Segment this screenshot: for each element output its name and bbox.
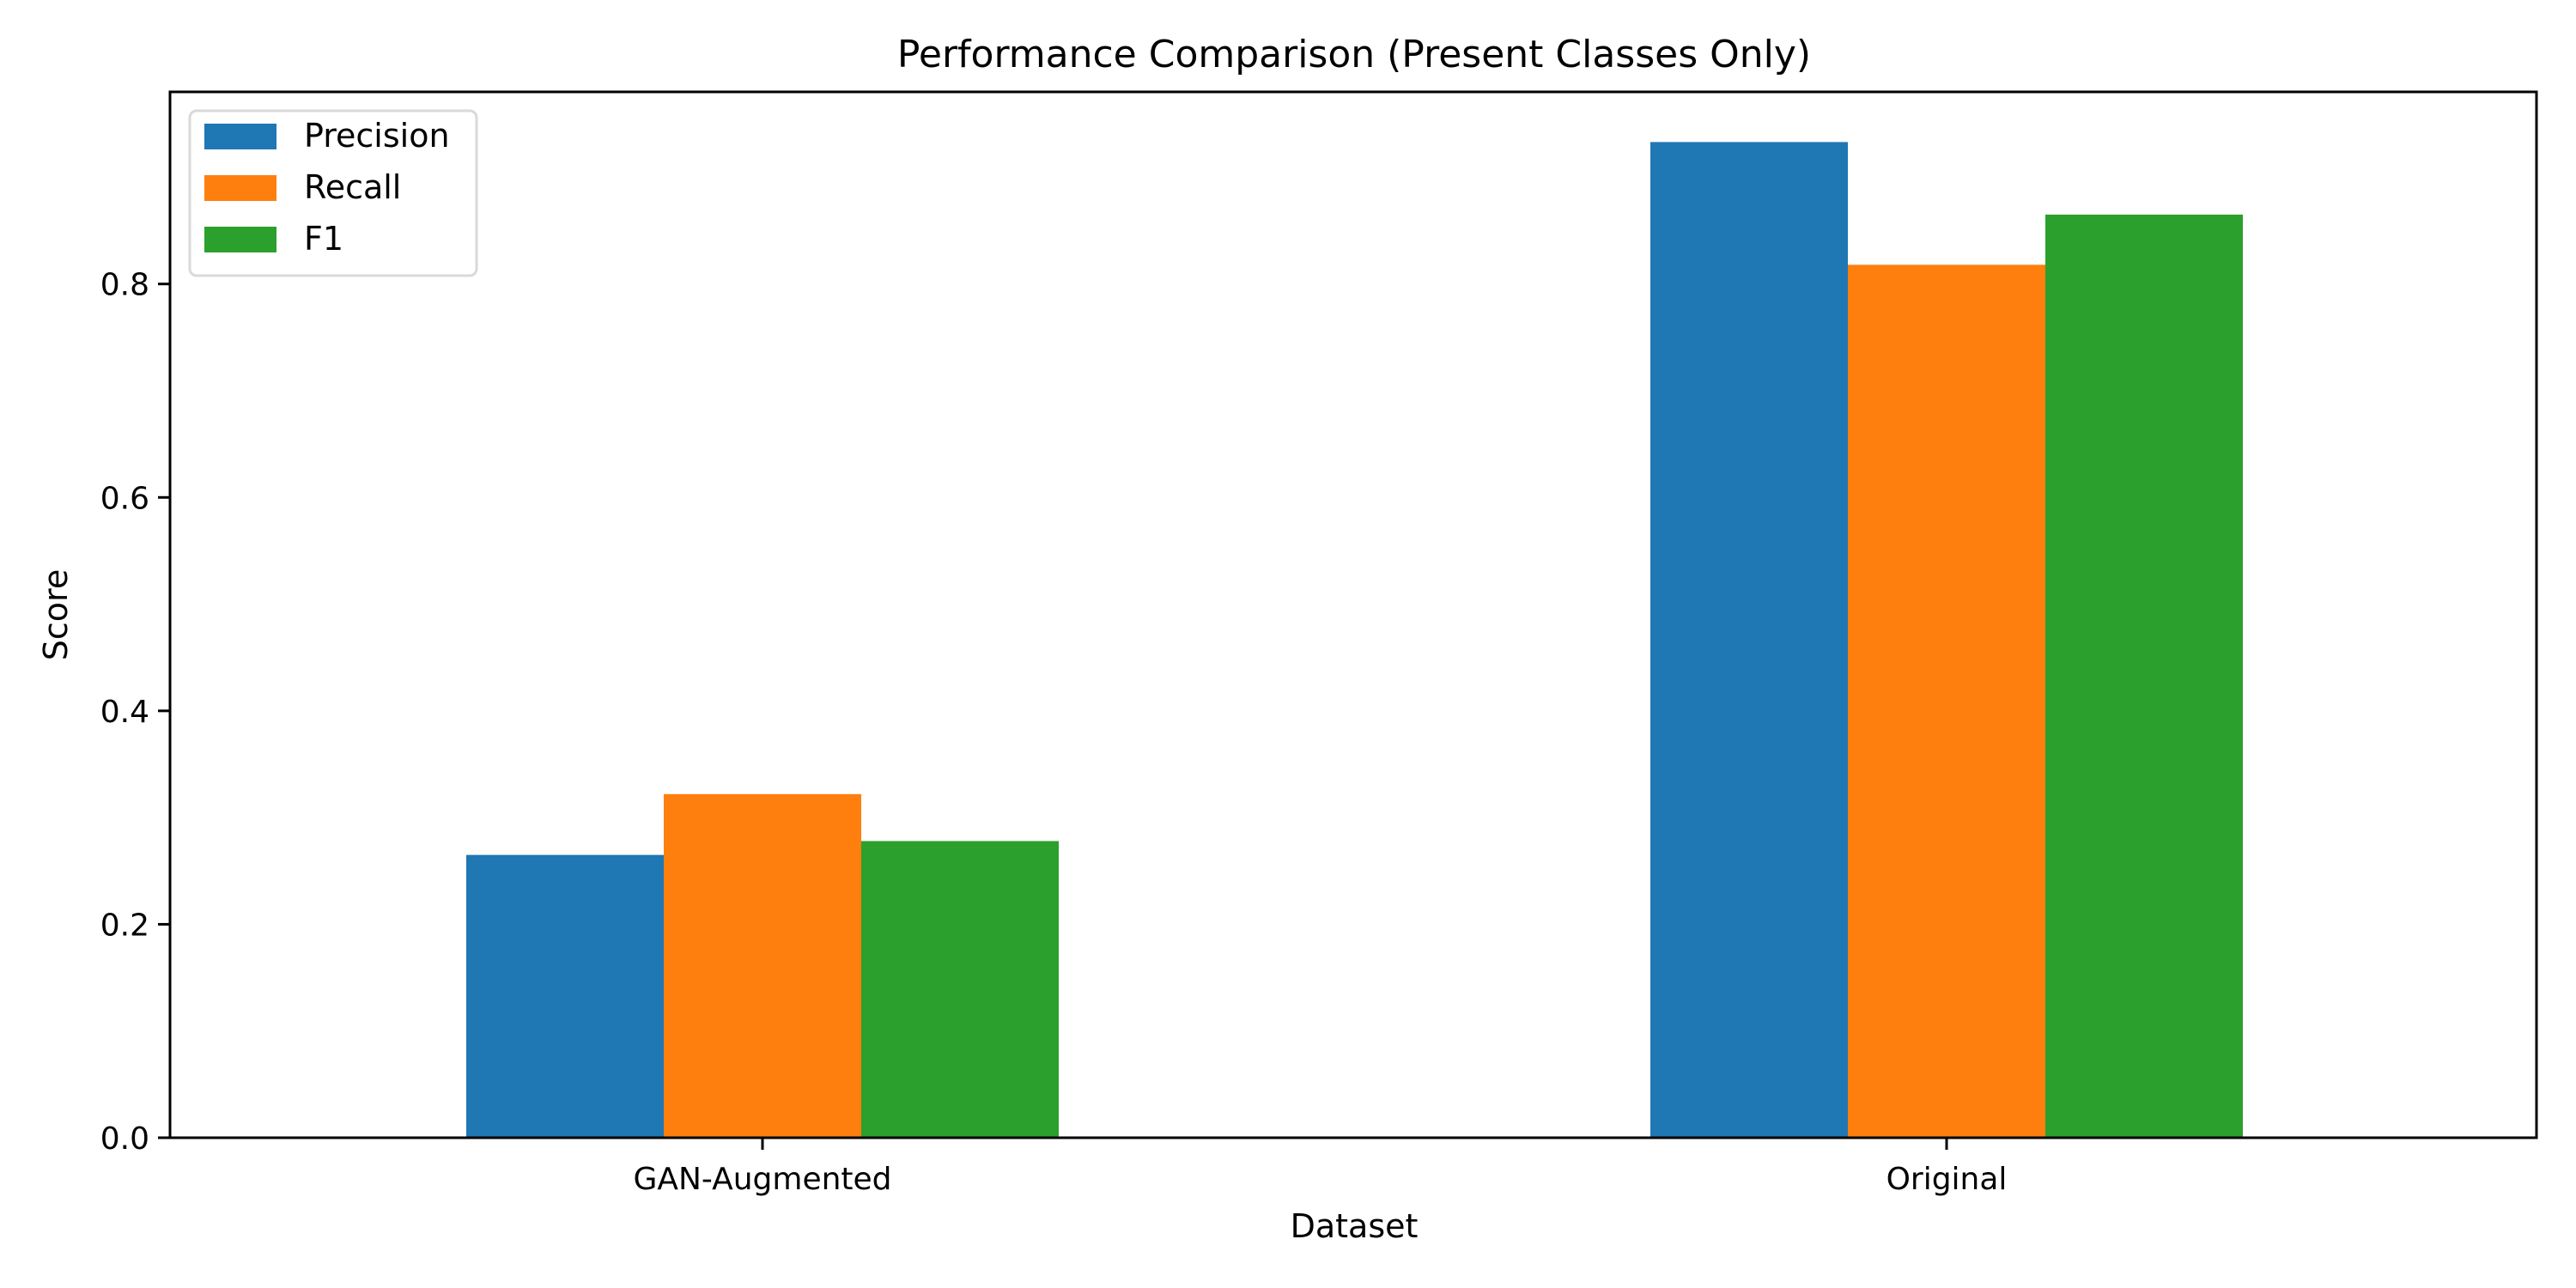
y-axis-label: Score [37,569,75,660]
plot-area: 0.0 0.2 0.4 0.6 0.8 GAN-Augmented Original [100,142,2243,1197]
bar-recall-gan-augmented [664,793,861,1138]
legend-swatch-f1 [204,227,276,252]
y-tick-label: 0.0 [100,1121,149,1157]
legend-label-f1: F1 [304,220,343,258]
legend: Precision Recall F1 [188,109,478,277]
legend-label-precision: Precision [304,117,450,155]
legend-swatch-recall [204,175,276,201]
bar-recall-original [1848,264,2045,1138]
plot-frame [168,90,2538,1139]
legend-swatch-precision [204,124,276,149]
bar-precision-gan-augmented [466,854,664,1138]
y-tick-label: 0.8 [100,268,149,303]
bar-f1-gan-augmented [861,841,1059,1138]
chart-title: Performance Comparison (Present Classes … [897,33,1811,76]
x-tick-label: Original [1886,1162,2008,1197]
bar-f1-original [2045,214,2243,1138]
x-axis-label: Dataset [1291,1207,1419,1245]
y-tick-label: 0.2 [100,908,149,943]
y-tick-label: 0.4 [100,695,149,730]
bar-precision-original [1650,142,1848,1138]
x-tick-label: GAN-Augmented [633,1162,891,1197]
legend-label-recall: Recall [304,168,401,206]
y-tick-label: 0.6 [100,481,149,516]
